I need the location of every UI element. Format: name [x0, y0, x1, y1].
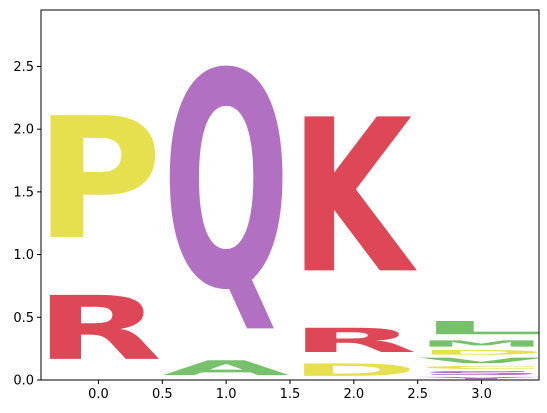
x-tick-label: 2.0: [344, 387, 365, 402]
logo-letter-m-pos3: M: [418, 339, 546, 349]
y-tick-label: 1.5: [13, 185, 34, 200]
logo-letter-y-pos3: Y: [417, 376, 546, 380]
x-tick-label: 0.0: [88, 387, 109, 402]
y-tick-label: 2.5: [13, 60, 34, 75]
logo-letter-r-pos2: R: [290, 321, 418, 360]
logo-letter-c-pos3: C: [418, 365, 546, 370]
x-tick-label: 0.5: [152, 387, 173, 402]
logo-letter-a-pos1: A: [162, 356, 290, 380]
logo-letter-d-pos2: D: [290, 360, 418, 380]
logo-letter-d-pos3: D: [418, 349, 546, 357]
y-tick-label: 2.0: [13, 123, 34, 138]
y-tick-label: 1.0: [13, 248, 34, 263]
logo-letter-r-pos0: R: [35, 278, 163, 380]
logo-letter-l-pos3: L: [418, 317, 546, 338]
logo-letter-v-pos3: V: [418, 356, 546, 365]
y-axis: 0.0 0.5 1.0 1.5 2.0 2.5: [13, 60, 41, 389]
logo-letter-s-pos3: S: [418, 370, 546, 376]
y-tick-label: 0.0: [13, 374, 34, 389]
x-tick-label: 3.0: [471, 387, 492, 402]
x-tick-label: 1.5: [280, 387, 301, 402]
logo-letter-q-pos1: Q: [162, 12, 290, 356]
x-axis: 0.0 0.5 1.0 1.5 2.0 2.5 3.0: [88, 380, 492, 402]
y-tick-label: 0.5: [13, 311, 34, 326]
logo-letter-p-pos0: P: [35, 83, 163, 277]
x-tick-label: 2.5: [407, 387, 428, 402]
logo-letter-k-pos2: K: [290, 74, 418, 320]
x-tick-label: 1.0: [216, 387, 237, 402]
